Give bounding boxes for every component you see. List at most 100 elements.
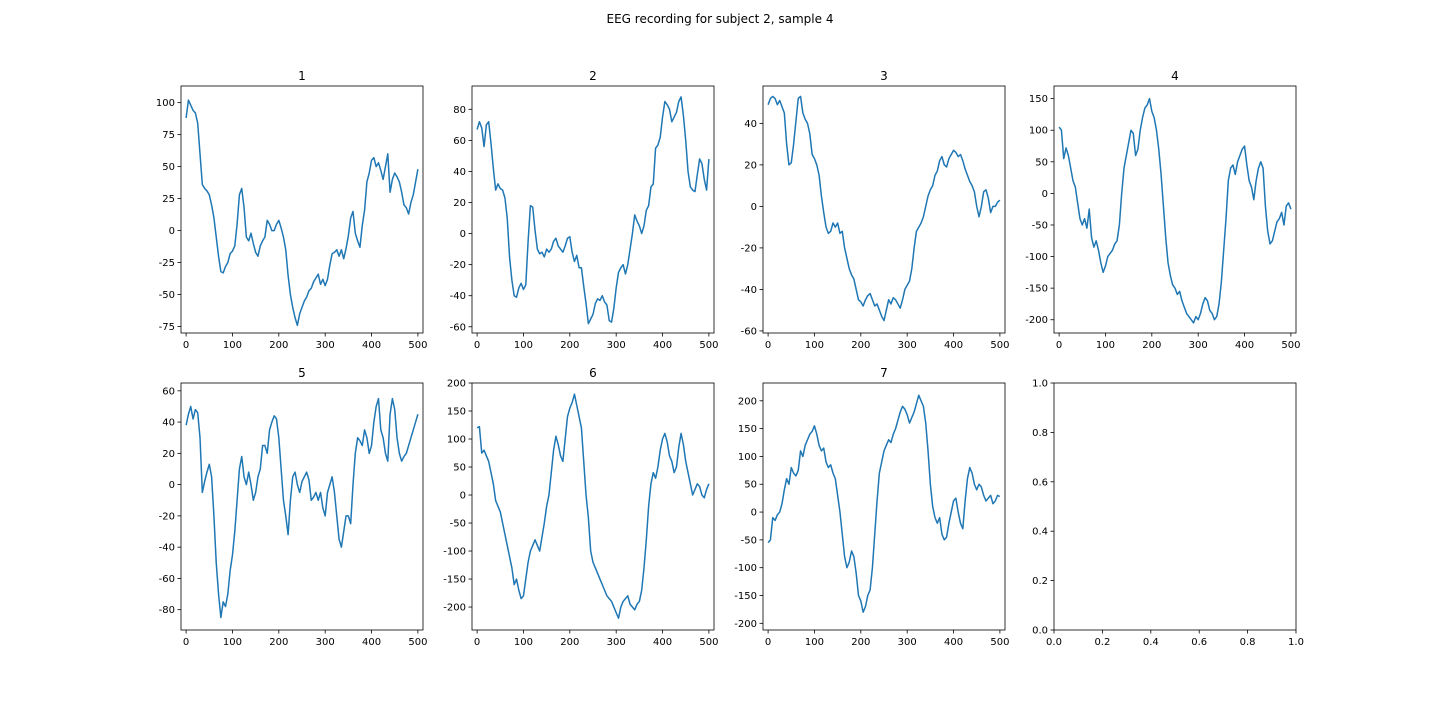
x-tick-label: 200 [560, 637, 579, 648]
subplot-2: 0 100 200 300 400 500 -60 -40 -20 0 20 40 60 80 2 [450, 69, 719, 351]
axes-frame [471, 382, 715, 631]
y-tick-label: 0.6 [1032, 477, 1048, 488]
y-tick-label: 50 [453, 463, 466, 474]
y-tick-label: 0 [460, 229, 466, 240]
y-tick-label: 50 [744, 480, 757, 491]
axes-frame [762, 85, 1006, 334]
subplot-title: 7 [880, 366, 888, 380]
y-tick-label: 100 [447, 435, 466, 446]
y-tick-label: 0.0 [1032, 626, 1048, 637]
subplot-5: 0 100 200 300 400 500 -80 -60 -40 -20 0 20 40 60 5 [159, 366, 428, 648]
subplot-7: 0 100 200 300 400 500 -200 -150 -100 -50 0 50 100 150… [734, 366, 1009, 648]
x-tick-label: 100 [514, 340, 533, 351]
x-tick-label: 100 [514, 637, 533, 648]
x-tick-label: 0 [765, 637, 771, 648]
y-tick-label: -200 [443, 603, 466, 614]
y-tick-label: -75 [159, 322, 175, 333]
x-tick-label: 400 [944, 637, 963, 648]
x-tick-label: 300 [607, 637, 626, 648]
y-tick-label: 0 [1042, 189, 1048, 200]
axes-frame [180, 85, 424, 334]
x-tick-label: 100 [223, 637, 242, 648]
y-tick-label: 0 [751, 202, 757, 213]
subplot-1: 0 100 200 300 400 500 -75 -50 -25 0 25 50 75 100 1 [156, 69, 428, 351]
y-tick-label: 60 [162, 386, 175, 397]
series-line [767, 394, 1001, 613]
x-tick-label: 200 [269, 340, 288, 351]
y-tick-label: -50 [741, 535, 757, 546]
series-line [185, 397, 419, 619]
x-tick-label: 200 [269, 637, 288, 648]
series-line [476, 96, 710, 325]
y-tick-label: 0.2 [1032, 576, 1048, 587]
x-tick-label: 400 [1235, 340, 1254, 351]
subplot-title: 2 [589, 69, 597, 83]
y-tick-label: -60 [159, 574, 175, 585]
y-tick-label: 0 [169, 226, 175, 237]
y-tick-label: -150 [443, 575, 466, 586]
x-tick-label: 500 [408, 637, 427, 648]
y-tick-label: -200 [1025, 315, 1048, 326]
y-tick-label: 150 [1029, 94, 1048, 105]
y-tick-label: -50 [1032, 220, 1048, 231]
y-tick-label: 20 [453, 198, 466, 209]
axes-frame [762, 382, 1006, 631]
y-tick-label: 50 [1035, 157, 1048, 168]
x-tick-label: 100 [805, 340, 824, 351]
x-tick-label: 200 [851, 637, 870, 648]
y-tick-label: -40 [741, 285, 757, 296]
y-tick-label: -40 [450, 291, 466, 302]
y-tick-label: 20 [162, 449, 175, 460]
x-tick-label: 100 [1096, 340, 1115, 351]
y-tick-label: 200 [447, 379, 466, 390]
y-tick-label: -200 [734, 619, 757, 630]
y-tick-label: -20 [450, 260, 466, 271]
y-tick-label: -25 [159, 258, 175, 269]
y-tick-label: 0 [460, 491, 466, 502]
subplot-4: 0 100 200 300 400 500 -200 -150 -100 -50 0 50 100 150… [1025, 69, 1300, 351]
x-tick-label: 500 [699, 340, 718, 351]
y-tick-label: -100 [734, 563, 757, 574]
y-tick-label: 100 [156, 98, 175, 109]
y-tick-label: -50 [450, 519, 466, 530]
y-tick-label: 25 [162, 194, 175, 205]
subplot-8: 0.0 0.2 0.4 0.6 0.8 1.0 0.0 0.2 0.4 0.6 0.8 1.0 [1032, 379, 1304, 649]
y-tick-label: -20 [159, 511, 175, 522]
x-tick-label: 0 [1056, 340, 1062, 351]
series-line [185, 99, 419, 327]
y-tick-label: 0.4 [1032, 527, 1048, 538]
y-tick-label: -150 [1025, 284, 1048, 295]
x-tick-label: 500 [990, 637, 1009, 648]
x-tick-label: 400 [653, 637, 672, 648]
y-tick-label: 0 [751, 508, 757, 519]
x-tick-label: 0.8 [1240, 637, 1256, 648]
x-tick-label: 500 [699, 637, 718, 648]
y-tick-label: 40 [744, 119, 757, 130]
subplot-title: 4 [1171, 69, 1179, 83]
y-tick-label: 100 [1029, 126, 1048, 137]
x-tick-label: 0 [474, 340, 480, 351]
series-line [767, 95, 1001, 322]
subplot-title: 3 [880, 69, 888, 83]
x-tick-label: 500 [990, 340, 1009, 351]
y-tick-label: -100 [443, 547, 466, 558]
axes-frame [180, 382, 424, 631]
y-tick-label: 200 [738, 396, 757, 407]
x-tick-label: 500 [408, 340, 427, 351]
x-tick-label: 300 [607, 340, 626, 351]
y-tick-label: -80 [159, 605, 175, 616]
x-tick-label: 300 [898, 340, 917, 351]
x-tick-label: 200 [851, 340, 870, 351]
y-tick-label: -60 [741, 326, 757, 337]
axes-frame [1053, 85, 1297, 334]
series-line [476, 393, 710, 619]
x-tick-label: 0.4 [1143, 637, 1159, 648]
x-tick-label: 300 [898, 637, 917, 648]
x-tick-label: 100 [223, 340, 242, 351]
y-tick-label: -40 [159, 543, 175, 554]
x-tick-label: 0 [183, 340, 189, 351]
y-tick-label: 20 [744, 160, 757, 171]
axes-frame [1053, 382, 1297, 631]
